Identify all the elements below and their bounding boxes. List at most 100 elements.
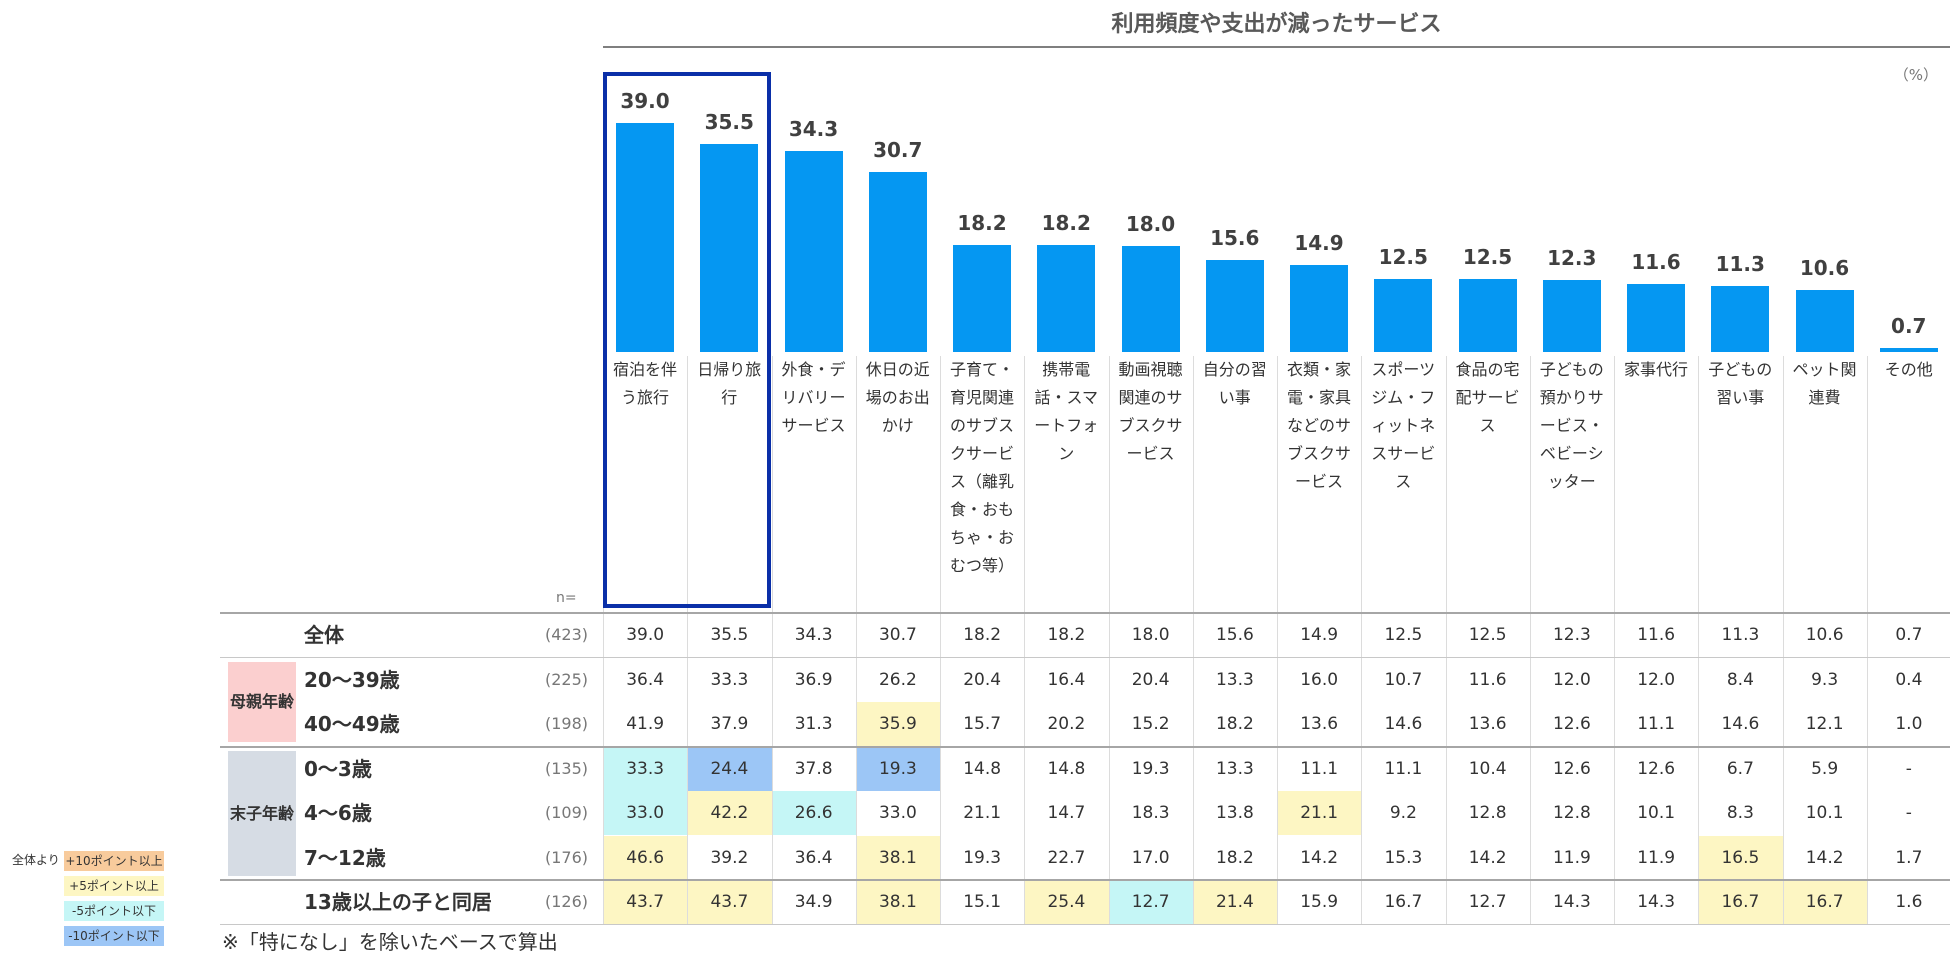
row-sample-size: (423) (544, 625, 588, 644)
category-label: 子どもの習い事 (1708, 360, 1773, 407)
table-cell: 13.8 (1215, 803, 1254, 823)
table-cell: 41.9 (626, 714, 665, 734)
category-cell: 子どもの習い事 (1698, 356, 1782, 612)
column-divider (1277, 356, 1278, 924)
table-cell: - (1905, 759, 1912, 779)
column-divider (687, 356, 688, 924)
bar-value-label: 30.7 (873, 137, 923, 162)
table-cell: 5.9 (1811, 759, 1839, 779)
bar-6 (1121, 246, 1180, 352)
legend-item: -5ポイント以下 (64, 901, 164, 921)
bar-15 (1879, 347, 1938, 352)
table-cell: 33.3 (710, 670, 749, 690)
table-rule (220, 612, 1950, 614)
table-cell: 10.1 (1805, 803, 1844, 823)
table-cell: 12.5 (1468, 625, 1507, 645)
table-cell: 12.5 (1384, 625, 1423, 645)
table-cell: 11.6 (1468, 670, 1507, 690)
table-rule (220, 924, 1950, 925)
table-rule (220, 879, 1950, 881)
table-cell: 15.3 (1384, 848, 1423, 868)
table-cell: 11.9 (1637, 848, 1676, 868)
table-cell: 12.0 (1552, 670, 1591, 690)
category-cell: ペット関連費 (1783, 356, 1867, 612)
legend-item: +10ポイント以上 (64, 851, 164, 871)
bar-value-label: 14.9 (1294, 230, 1344, 255)
bar-9 (1374, 278, 1433, 352)
bar-value-label: 18.0 (1125, 212, 1176, 237)
table-cell: 18.0 (1131, 625, 1170, 645)
row-sample-size: (225) (544, 670, 588, 689)
group-label-mother: 母親年齢 (228, 662, 296, 742)
category-cell: その他 (1867, 356, 1950, 612)
bar-value-label: 12.5 (1462, 244, 1513, 269)
legend-item: +5ポイント以上 (64, 876, 164, 896)
column-divider (1614, 356, 1615, 924)
column-divider (1530, 356, 1531, 924)
table-cell: 1.6 (1895, 892, 1923, 912)
table-cell: 15.2 (1131, 714, 1170, 734)
column-divider (1109, 356, 1110, 924)
bar-8 (1290, 264, 1349, 352)
bar-1 (700, 143, 759, 352)
category-cell: 子どもの預かりサービス・ベビーシッター (1530, 356, 1614, 612)
table-cell: 14.2 (1468, 848, 1507, 868)
table-cell: 12.1 (1805, 714, 1844, 734)
table-cell: 16.0 (1300, 670, 1339, 690)
column-divider (1783, 356, 1784, 924)
row-sample-size: (198) (544, 714, 588, 733)
table-cell: 17.0 (1131, 848, 1170, 868)
table-cell: 16.7 (1384, 892, 1423, 912)
table-cell: 9.2 (1389, 803, 1417, 823)
bar-value-label: 10.6 (1799, 255, 1850, 280)
category-cell: 携帯電話・スマートフォン (1024, 356, 1108, 612)
table-cell: 9.3 (1811, 670, 1839, 690)
table-cell: 33.0 (603, 791, 688, 835)
bar-value-label: 18.2 (1041, 211, 1091, 236)
table-cell: 31.3 (794, 714, 833, 734)
table-rule (220, 657, 1950, 658)
table-cell: 14.3 (1552, 892, 1591, 912)
category-label: 外食・デリバリーサービス (781, 360, 846, 435)
table-cell: 21.1 (1277, 791, 1362, 835)
table-cell: 14.9 (1300, 625, 1339, 645)
table-cell: 0.4 (1895, 670, 1923, 690)
bar-0 (616, 123, 675, 352)
table-cell: 18.3 (1131, 803, 1170, 823)
category-label: ペット関連費 (1792, 360, 1857, 407)
table-cell: 15.9 (1300, 892, 1339, 912)
table-cell: 10.7 (1384, 670, 1423, 690)
bar-value-label: 18.2 (957, 211, 1007, 236)
table-cell: 26.2 (878, 670, 917, 690)
row-sample-size: (176) (544, 848, 588, 867)
table-cell: 13.3 (1215, 759, 1254, 779)
table-cell: 11.3 (1721, 625, 1760, 645)
table-cell: 30.7 (878, 625, 917, 645)
table-cell: 20.4 (963, 670, 1002, 690)
table-cell: 12.6 (1637, 759, 1676, 779)
table-cell: 21.4 (1192, 880, 1277, 924)
bar-10 (1458, 278, 1517, 352)
table-cell: 1.7 (1895, 848, 1923, 868)
category-label: 家事代行 (1623, 360, 1688, 379)
table-cell: 33.3 (603, 747, 688, 791)
table-cell: 21.1 (963, 803, 1002, 823)
table-cell: 10.6 (1805, 625, 1844, 645)
table-cell: 13.6 (1468, 714, 1507, 734)
table-cell: 35.9 (855, 702, 940, 746)
table-cell: 12.3 (1552, 625, 1591, 645)
category-cell: 休日の近場のお出かけ (856, 356, 940, 612)
footnote: ※「特になし」を除いたベースで算出 (222, 930, 558, 954)
category-cell: 食品の宅配サービス (1446, 356, 1530, 612)
table-cell: 13.6 (1300, 714, 1339, 734)
table-cell: 19.3 (855, 747, 940, 791)
table-cell: 14.2 (1805, 848, 1844, 868)
table-cell: 15.6 (1215, 625, 1254, 645)
legend-item: -10ポイント以下 (64, 926, 164, 946)
category-cell: 外食・デリバリーサービス (772, 356, 856, 612)
bar-13 (1711, 285, 1770, 352)
category-cell: 自分の習い事 (1193, 356, 1277, 612)
row-label: 4〜6歳 (304, 801, 372, 825)
table-cell: 22.7 (1047, 848, 1086, 868)
